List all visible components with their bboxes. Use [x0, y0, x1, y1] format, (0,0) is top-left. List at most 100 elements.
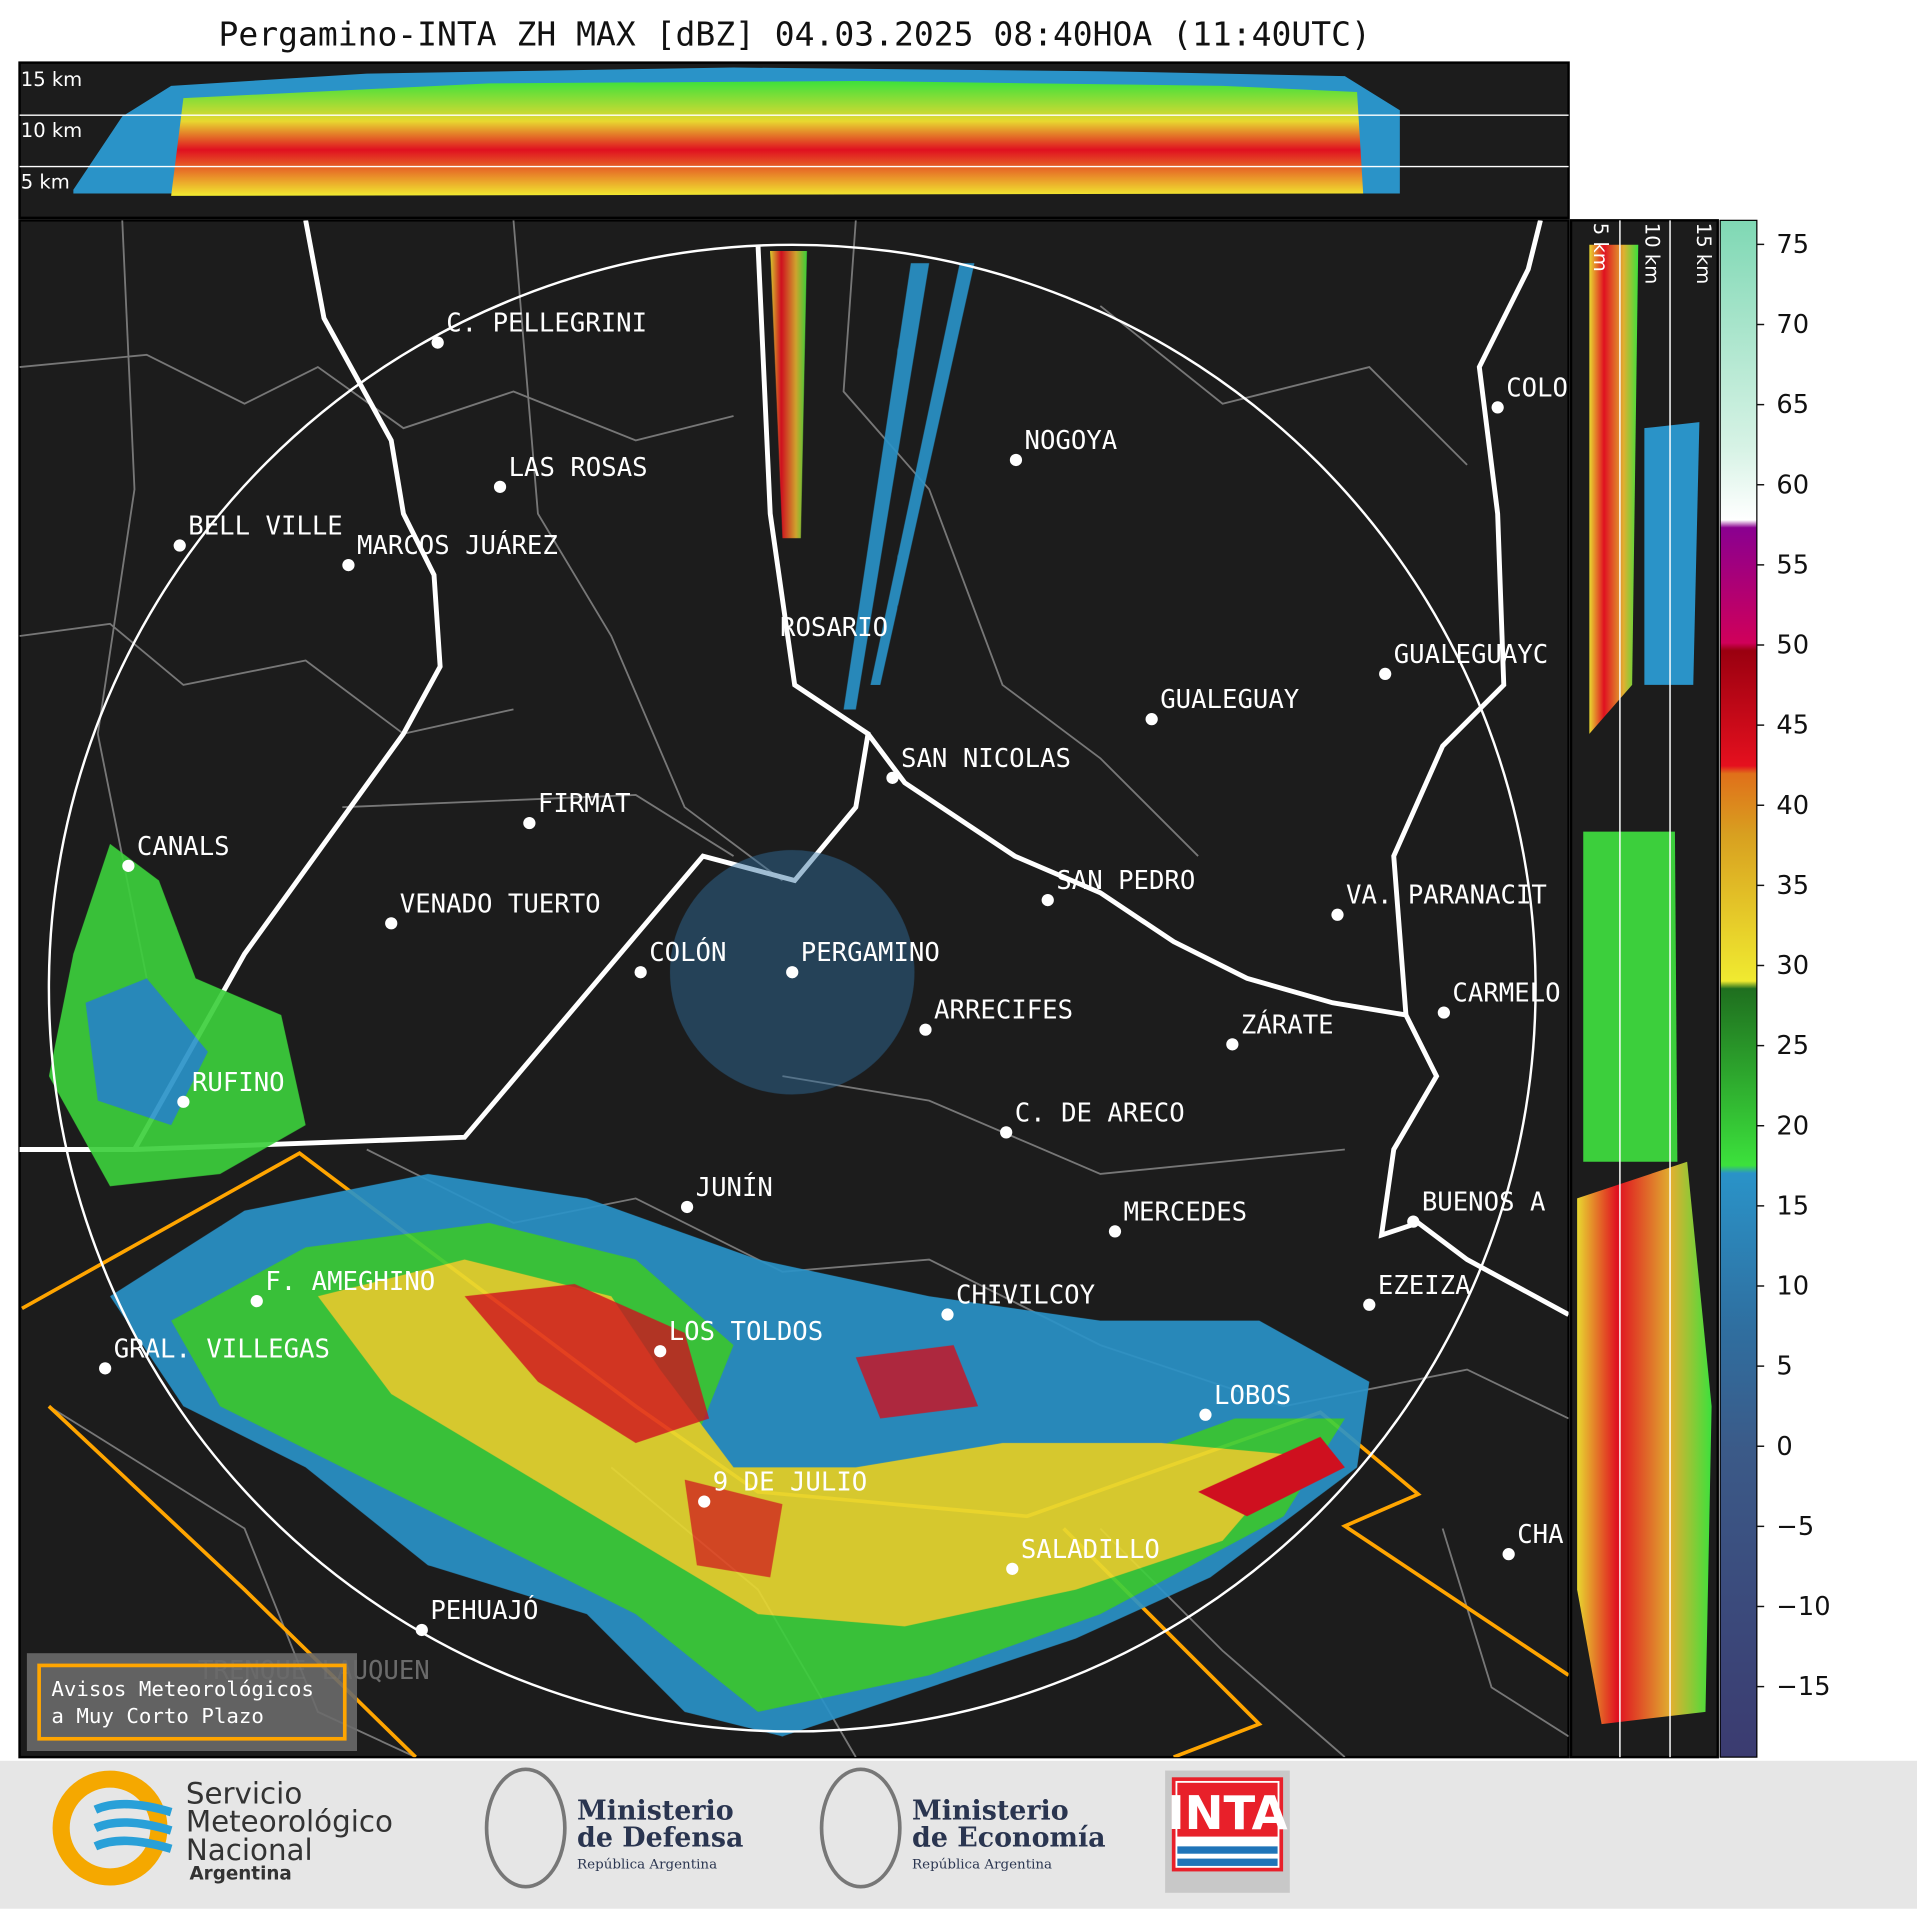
city-marker: [941, 1308, 954, 1321]
city-label: PERGAMINO: [801, 938, 940, 968]
warning-text: a Muy Corto Plazo: [51, 1704, 264, 1728]
logo-text: Argentina: [189, 1863, 291, 1884]
colorbar-tick-label: 20: [1776, 1111, 1809, 1141]
colorbar-tick-label: 35: [1776, 871, 1809, 901]
city-label: FIRMAT: [538, 789, 631, 819]
city-label: GUALEGUAYC: [1394, 640, 1548, 670]
colorbar-tick-label: −15: [1776, 1672, 1830, 1702]
city-marker: [919, 1023, 932, 1036]
city-label: LOS TOLDOS: [669, 1317, 823, 1347]
city-label: C. DE ARECO: [1015, 1098, 1185, 1128]
logo-text: Meteorológico: [186, 1805, 393, 1839]
city-label: CARMELO: [1452, 979, 1560, 1009]
city-label: JUNÍN: [696, 1171, 773, 1203]
city-label: RUFINO: [192, 1068, 285, 1098]
colorbar-tick-label: 65: [1776, 390, 1809, 420]
colorbar: [1719, 219, 1758, 1758]
warning-text: Avisos Meteorológicos: [51, 1677, 314, 1701]
city-label: SALADILLO: [1021, 1535, 1160, 1565]
city-marker: [1041, 893, 1054, 907]
city-label: CANALS: [137, 832, 230, 862]
city-marker: [385, 917, 398, 930]
city-label: PEHUAJÓ: [430, 1594, 538, 1626]
logo-text: de Defensa: [577, 1822, 743, 1853]
defensa-logo: Ministerio de Defensa República Argentin…: [484, 1767, 743, 1889]
side-echo: [1644, 422, 1700, 685]
smn-logo: Servicio Meteorológico Nacional Argentin…: [52, 1770, 393, 1886]
radar-echoes: [48, 250, 1370, 1737]
city-marker: [680, 1200, 694, 1214]
city-label: GUALEGUAY: [1160, 685, 1299, 715]
height-label: 10 km: [21, 119, 82, 142]
city-marker: [654, 1345, 667, 1358]
city-marker: [1363, 1298, 1376, 1311]
city-marker: [99, 1362, 112, 1375]
colorbar-tick-label: 10: [1776, 1272, 1809, 1302]
city-marker: [523, 816, 536, 830]
height-label: 15 km: [1692, 223, 1715, 284]
colorbar-tick-label: 70: [1776, 310, 1809, 340]
city-label: ZÁRATE: [1241, 1008, 1334, 1040]
logo-text: Ministerio: [912, 1795, 1069, 1826]
title: Pergamino-INTA ZH MAX [dBZ] 04.03.2025 0…: [219, 15, 1371, 54]
city-label: BUENOS A: [1422, 1188, 1546, 1218]
colorbar-tick-label: 75: [1776, 230, 1809, 260]
city-marker: [122, 859, 135, 872]
colorbar-tick-label: 5: [1776, 1352, 1792, 1382]
colorbar-tick-label: −5: [1776, 1512, 1814, 1542]
city-marker: [698, 1495, 711, 1508]
height-label: 10 km: [1641, 223, 1664, 284]
city-label: GRAL. VILLEGAS: [114, 1334, 330, 1364]
city-label: SAN NICOLAS: [901, 744, 1071, 774]
warning-box-border: [37, 1663, 347, 1741]
logo-text: Servicio: [186, 1777, 302, 1811]
colorbar-tick-label: 0: [1776, 1432, 1792, 1462]
city-marker: [1502, 1548, 1515, 1561]
city-label: CHA: [1517, 1520, 1563, 1550]
cities: C. PELLEGRINI LAS ROSAS BELL VILLE MARCOS J…: [99, 309, 1568, 1686]
logo-text: República Argentina: [912, 1857, 1052, 1872]
colorbar-tick-label: 60: [1776, 470, 1809, 500]
city-marker: [173, 539, 186, 552]
city-marker: [1000, 1126, 1013, 1139]
city-label: 9 DE JULIO: [713, 1468, 867, 1498]
colorbar-ticks: −15 −10 −5 0 5 10 15 20 25 30 35 40 45 50 55 60 65 70 75: [1756, 230, 1831, 1702]
colorbar-tick-label: 45: [1776, 711, 1809, 741]
colorbar-tick-label: 40: [1776, 791, 1809, 821]
city-marker: [886, 771, 899, 784]
logo-text: de Economía: [912, 1822, 1106, 1853]
city-marker: [177, 1095, 190, 1108]
height-label: 15 km: [21, 68, 82, 91]
city-marker: [1145, 713, 1158, 726]
city-marker: [1226, 1038, 1239, 1051]
city-marker: [1108, 1225, 1122, 1238]
city-label: F. AMEGHINO: [265, 1267, 435, 1297]
city-label: ARRECIFES: [934, 996, 1073, 1026]
height-label: 5 km: [21, 171, 70, 194]
colorbar-tick-label: 15: [1776, 1191, 1809, 1221]
side-echo: [1589, 244, 1639, 734]
side-echo: [1583, 831, 1678, 1162]
colorbar-tick-label: 25: [1776, 1031, 1809, 1061]
economia-logo: Ministerio de Economía República Argenti…: [819, 1767, 1106, 1889]
city-marker: [342, 558, 355, 572]
city-marker: [1331, 908, 1344, 921]
city-label: NOGOYA: [1025, 426, 1118, 456]
city-label: MERCEDES: [1124, 1197, 1248, 1227]
logo-text: Nacional: [186, 1833, 313, 1867]
side-echo: [1577, 1161, 1712, 1725]
city-marker: [1437, 1006, 1450, 1019]
colorbar-tick-label: −10: [1776, 1592, 1830, 1622]
height-label: 5 km: [1589, 223, 1612, 272]
city-marker: [1009, 453, 1023, 467]
logo-text: INTA: [1167, 1786, 1287, 1840]
city-marker: [431, 336, 444, 349]
city-marker: [1006, 1562, 1019, 1575]
city-label: SAN PEDRO: [1056, 866, 1195, 896]
colorbar-tick-label: 30: [1776, 951, 1809, 981]
city-label: EZEIZA: [1378, 1271, 1471, 1301]
city-marker: [1379, 667, 1392, 681]
city-label: COLÓN: [649, 936, 726, 968]
warning-box: [26, 1653, 357, 1752]
